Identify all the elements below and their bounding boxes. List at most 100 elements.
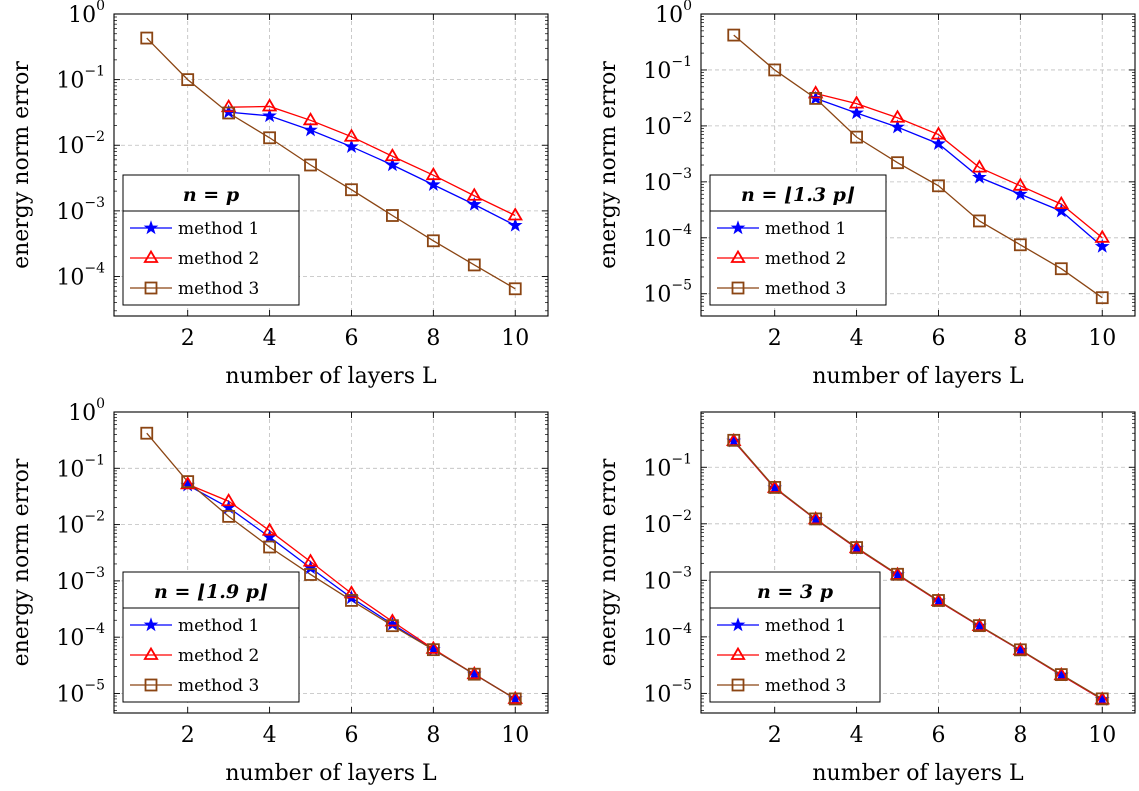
data-point: [1053, 195, 1070, 210]
data-point: [932, 179, 945, 193]
data-point: [890, 119, 905, 134]
data-point: [1013, 238, 1027, 252]
series-line-3: [146, 432, 516, 700]
data-point: [931, 136, 946, 150]
data-point: [1053, 203, 1069, 218]
legend-label: method 1: [178, 219, 259, 239]
y-tick-base: 10: [56, 626, 84, 651]
series-markers-3: [140, 426, 522, 706]
y-tick-label: 10−2: [643, 110, 692, 140]
y-tick-label: 10−1: [56, 452, 105, 482]
y-tick-exponent: −3: [671, 166, 692, 182]
x-axis-label: number of layers L: [812, 364, 1024, 389]
legend-entry-1: method 1: [130, 616, 259, 636]
y-tick-base: 10: [643, 227, 671, 252]
y-axis-label: energy norm error: [596, 458, 621, 666]
data-point: [220, 492, 237, 507]
data-point: [1094, 229, 1110, 243]
legend-label: method 3: [178, 279, 259, 299]
series-markers-3: [727, 28, 1109, 305]
y-tick-label: 10−3: [643, 166, 692, 196]
y-tick-label: 100: [655, 0, 692, 28]
y-tick-label: 10−3: [56, 565, 105, 595]
data-point: [261, 522, 278, 536]
y-tick-base: 10: [56, 200, 84, 225]
data-point: [261, 98, 278, 112]
data-point: [727, 433, 741, 447]
data-point: [304, 568, 317, 581]
data-point: [1012, 177, 1029, 191]
x-tick-label: 2: [181, 326, 195, 351]
x-tick-label: 10: [501, 326, 529, 351]
y-axis-label: energy norm error: [9, 458, 34, 666]
y-tick-base: 10: [643, 569, 671, 594]
data-point: [425, 166, 442, 181]
series-line-2: [815, 92, 1103, 239]
y-tick-label: 10−4: [56, 621, 105, 651]
x-tick-label: 8: [426, 326, 440, 351]
legend-entry-3: method 3: [130, 676, 259, 696]
legend-marker: [143, 617, 159, 632]
legend-title: n = p: [183, 184, 240, 206]
series-group: [727, 28, 1110, 305]
y-tick-exponent: −1: [84, 452, 105, 468]
data-point: [343, 128, 360, 142]
legend-label: method 1: [765, 219, 846, 239]
legend-title: n = ⌊1.3 p⌋: [741, 184, 855, 206]
data-point: [426, 234, 440, 248]
y-tick-exponent: −4: [671, 621, 692, 637]
data-point: [386, 619, 399, 633]
x-tick-label: 4: [850, 723, 864, 748]
plot-frame: [113, 13, 549, 317]
series-markers-3: [140, 31, 522, 296]
data-point: [1013, 186, 1028, 201]
legend-marker: [143, 249, 159, 263]
data-point: [263, 540, 276, 554]
y-tick-label: 10−1: [643, 54, 692, 84]
legend-label: method 2: [178, 646, 259, 666]
data-point: [220, 98, 237, 113]
x-tick-label: 4: [850, 326, 864, 351]
data-point: [302, 553, 319, 567]
data-point: [345, 594, 358, 607]
legend-entry-3: method 3: [130, 279, 259, 299]
legend-label: method 3: [765, 676, 846, 696]
y-tick-exponent: −3: [84, 195, 105, 211]
y-tick-exponent: −1: [671, 451, 692, 467]
legend-title: n = 3 p: [757, 581, 834, 603]
y-tick-exponent: −2: [84, 129, 105, 145]
legend-marker: [730, 617, 746, 632]
y-tick-base: 10: [56, 134, 84, 159]
legend: n = ⌊1.3 p⌋ method 1 method 2 method 3: [709, 174, 887, 306]
data-point: [466, 187, 483, 201]
y-tick-base: 10: [56, 682, 84, 707]
data-point: [466, 665, 483, 680]
x-tick-label: 2: [181, 723, 195, 748]
data-point: [850, 541, 863, 554]
data-point: [179, 476, 196, 490]
data-point: [303, 122, 318, 137]
data-point: [222, 509, 236, 523]
legend: n = p method 1 method 2 method 3: [122, 174, 300, 306]
data-point: [1095, 692, 1109, 706]
x-tick-label: 10: [1088, 723, 1116, 748]
data-point: [467, 258, 481, 272]
legend-marker: [143, 220, 159, 235]
legend-entry-2: method 2: [717, 646, 846, 666]
legend-marker: [731, 281, 745, 295]
y-tick-base: 10: [655, 3, 683, 28]
x-tick-label: 10: [1088, 326, 1116, 351]
data-point: [467, 667, 481, 681]
y-tick-label: 10−5: [643, 278, 692, 308]
series-line-3: [733, 439, 1103, 700]
legend-marker: [731, 678, 745, 692]
y-tick-base: 10: [56, 570, 84, 595]
data-point: [809, 512, 823, 526]
x-tick-label: 6: [344, 723, 358, 748]
data-point: [302, 112, 319, 126]
data-point: [972, 169, 987, 184]
y-tick-exponent: −4: [84, 621, 105, 637]
legend-marker: [144, 281, 158, 295]
